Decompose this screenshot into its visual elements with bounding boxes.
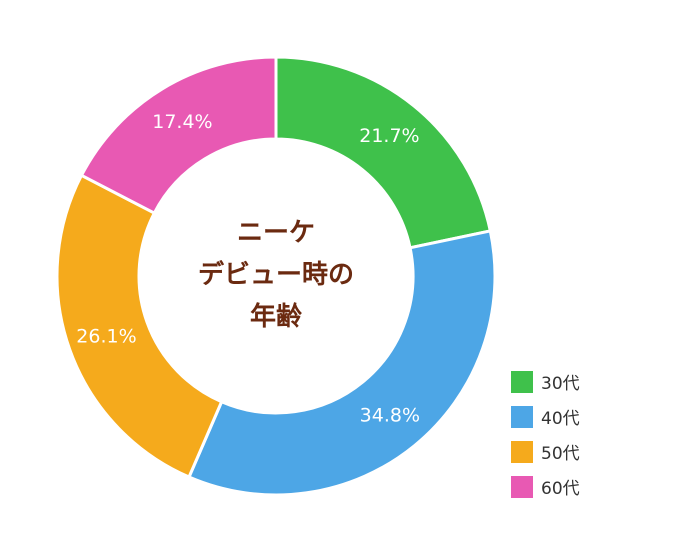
center-title-line-2: デビュー時の [197, 260, 354, 290]
slice-label-60s: 17.4% [152, 111, 212, 133]
slice-label-30s: 21.7% [359, 125, 419, 147]
legend: 30代 40代 50代 60代 [511, 369, 631, 509]
legend-label-60s: 60代 [541, 479, 580, 499]
legend-item-60s: 60代 [511, 474, 631, 499]
slice-label-50s: 26.1% [76, 325, 136, 347]
legend-item-50s: 50代 [511, 439, 631, 464]
legend-swatch-50s [511, 440, 533, 463]
slice-labels-group: 21.7% 34.8% 26.1% 17.4% [76, 111, 420, 426]
center-title-line-1: ニーケ [236, 218, 315, 248]
center-title-line-3: 年齢 [249, 302, 302, 332]
legend-label-30s: 30代 [541, 374, 580, 394]
slice-60s [79, 55, 278, 216]
center-title: ニーケ デビュー時の 年齢 [176, 212, 376, 338]
slice-30s [274, 55, 493, 250]
legend-item-40s: 40代 [511, 404, 631, 429]
slice-50s [55, 173, 224, 479]
slices-group [55, 55, 497, 497]
legend-label-50s: 50代 [541, 444, 580, 464]
legend-swatch-40s [511, 405, 533, 428]
legend-swatch-30s [511, 370, 533, 393]
legend-item-30s: 30代 [511, 369, 631, 394]
legend-swatch-60s [511, 475, 533, 498]
slice-label-40s: 34.8% [360, 404, 420, 426]
slice-40s [187, 229, 497, 497]
legend-label-40s: 40代 [541, 409, 580, 429]
